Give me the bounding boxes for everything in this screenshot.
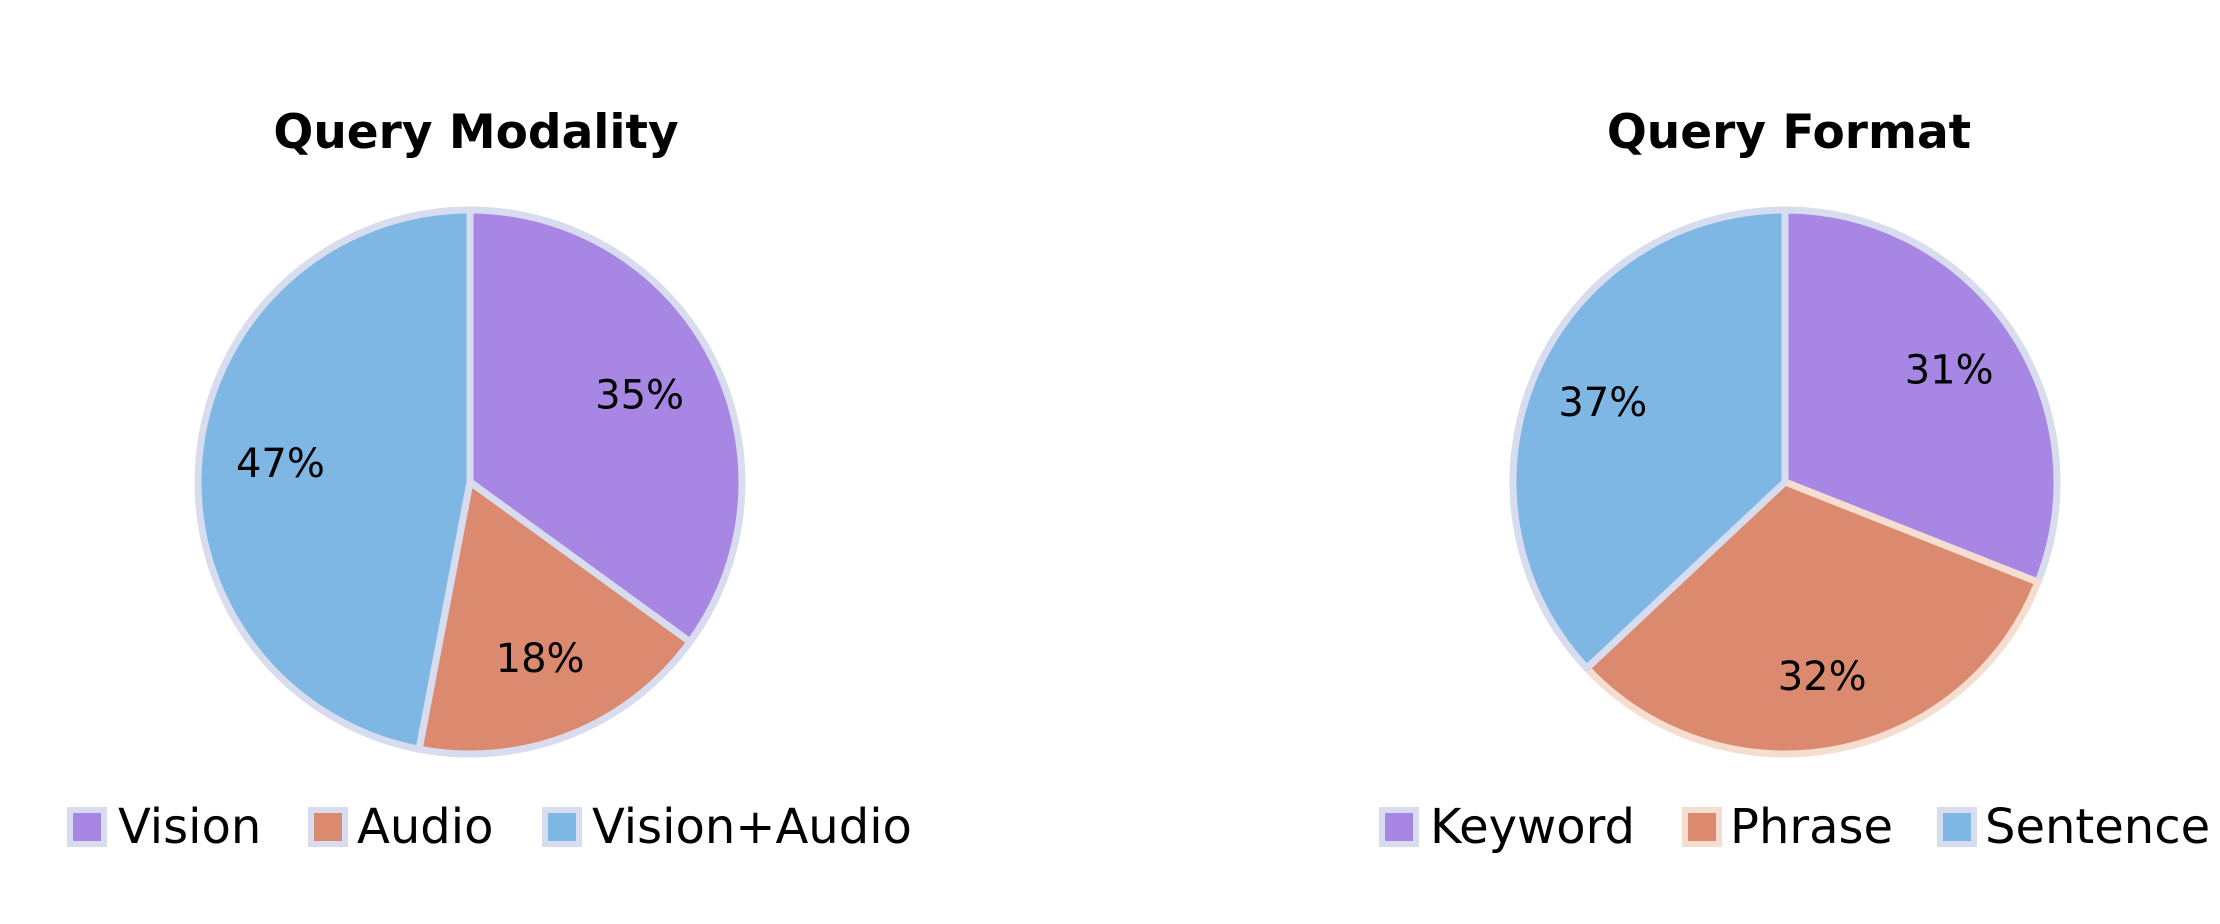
legend: Vision Audio Vision+Audio (67, 799, 912, 855)
legend-swatch (542, 807, 582, 847)
query-format-chart: Query Format 31% 32% 37% Keyword Phrase Sent… (1379, 105, 2210, 855)
legend-label: Phrase (1730, 799, 1893, 855)
query-modality-chart: Query Modality 35%18%47% Vision Audio Visi… (67, 105, 912, 855)
legend-swatch (1379, 807, 1419, 847)
legend-swatch (67, 807, 107, 847)
pie-label-keyword: 31% (1905, 347, 1994, 393)
legend: Keyword Phrase Sentence (1379, 799, 2210, 855)
pie-slice-vision (466, 206, 746, 646)
pie-slice-phrase (1583, 478, 2042, 758)
chart-title: Query Modality (273, 105, 678, 160)
legend-swatch (1937, 807, 1977, 847)
legend-label: Vision+Audio (592, 799, 912, 855)
pie-slice-audio (415, 478, 694, 758)
legend-item-sentence: Sentence (1937, 799, 2210, 855)
legend-item-vision-audio: Vision+Audio (542, 799, 912, 855)
pie-label-audio: 18% (496, 636, 585, 682)
pie-slices (194, 206, 746, 758)
pie-label-vision: 35% (595, 373, 684, 419)
legend-swatch (1682, 807, 1722, 847)
pie-slices (1509, 206, 2061, 758)
legend-item-keyword: Keyword (1379, 799, 1635, 855)
legend-item-audio: Audio (308, 799, 493, 855)
pie-label-sentence: 37% (1558, 380, 1647, 426)
pie-slice-vision-audio (194, 206, 474, 753)
legend-swatch (308, 807, 348, 847)
pie-label-vision-audio: 47% (236, 441, 325, 487)
legend-label: Vision (118, 799, 261, 855)
pie-label-phrase: 32% (1778, 654, 1867, 700)
legend-label: Keyword (1430, 799, 1635, 855)
pie-percentage-labels: 35% 18% 47% (236, 373, 684, 682)
legend-label: Audio (357, 799, 493, 855)
pie-percentage-labels: 31% 32% 37% (1558, 347, 1993, 700)
chart-title: Query Format (1607, 105, 1971, 160)
legend-label: Sentence (1985, 799, 2210, 855)
pie-slice-sentence (1509, 206, 1789, 672)
legend-item-phrase: Phrase (1682, 799, 1893, 855)
legend-item-vision: Vision (67, 799, 261, 855)
pie-slice-keyword (1781, 206, 2061, 586)
